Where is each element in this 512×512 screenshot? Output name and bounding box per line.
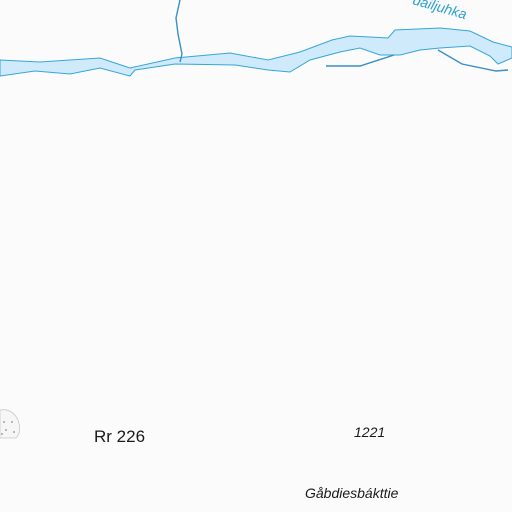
stream-north [175, 0, 183, 63]
marsh-symbol [0, 409, 20, 439]
elevation-label: 1221 [354, 424, 385, 440]
road-label: Rr 226 [94, 427, 145, 446]
place-label: Gåbdiesbákttie [305, 485, 399, 501]
river-water [0, 27, 512, 77]
stream-southeast [437, 49, 509, 72]
stream-east [326, 54, 395, 67]
